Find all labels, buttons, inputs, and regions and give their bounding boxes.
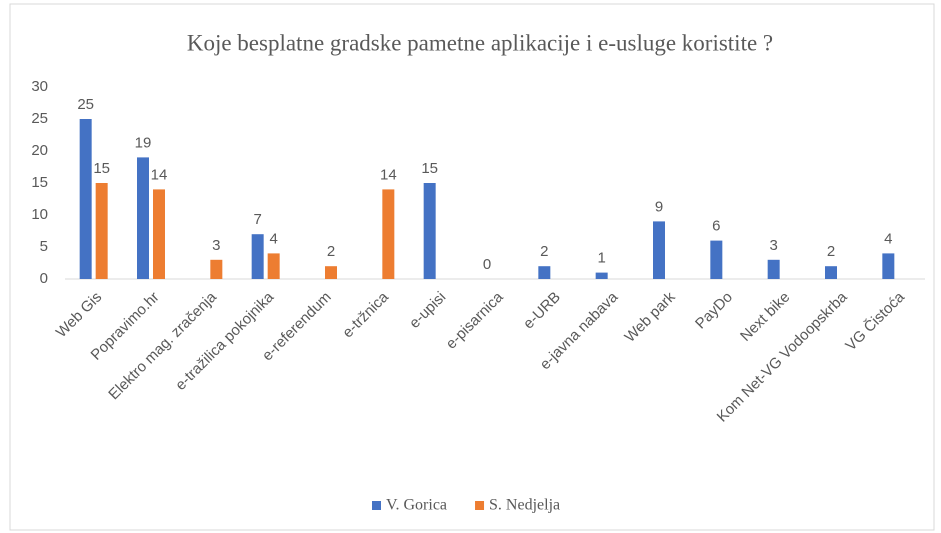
y-tick-label: 15 [31, 174, 48, 191]
bar [882, 253, 895, 279]
legend-label: V. Gorica [386, 497, 447, 514]
y-tick-label: 20 [31, 142, 48, 159]
y-tick-label: 0 [40, 270, 48, 287]
bar [538, 266, 551, 279]
data-label: 4 [269, 230, 277, 247]
data-label: 14 [380, 166, 397, 183]
chart-title: Koje besplatne gradske pametne aplikacij… [187, 30, 773, 55]
bar [595, 272, 608, 279]
bar [767, 259, 780, 279]
data-label: 1 [597, 250, 605, 267]
bar [137, 157, 149, 279]
data-label: 4 [884, 230, 892, 247]
bar [267, 253, 280, 279]
bar [382, 189, 395, 279]
data-label: 3 [769, 237, 777, 254]
data-label: 2 [327, 243, 335, 260]
data-label: 15 [421, 160, 438, 177]
data-label: 3 [212, 237, 220, 254]
data-label: 7 [253, 211, 261, 228]
bar [79, 119, 92, 279]
data-label: 19 [135, 134, 152, 151]
legend-swatch [475, 501, 485, 510]
bar [251, 234, 264, 279]
bar [325, 266, 337, 279]
bar [95, 183, 108, 279]
bar [653, 221, 665, 279]
data-label: 14 [151, 166, 168, 183]
y-tick-label: 25 [31, 110, 48, 127]
y-tick-label: 10 [31, 206, 48, 223]
data-label: 9 [655, 198, 663, 215]
legend-swatch [372, 501, 381, 510]
data-label: 2 [827, 243, 835, 260]
bar [153, 189, 165, 279]
y-tick-label: 30 [31, 78, 48, 95]
bar [825, 266, 837, 279]
data-label: 2 [540, 243, 548, 260]
bar [210, 259, 223, 279]
bar [423, 183, 436, 279]
data-label: 6 [712, 218, 720, 235]
legend-label: S. Nedjelja [489, 497, 560, 514]
bar [710, 240, 723, 279]
data-label: 0 [483, 256, 491, 273]
data-label: 15 [93, 160, 110, 177]
data-label: 25 [77, 96, 94, 113]
y-tick-label: 5 [40, 238, 48, 255]
